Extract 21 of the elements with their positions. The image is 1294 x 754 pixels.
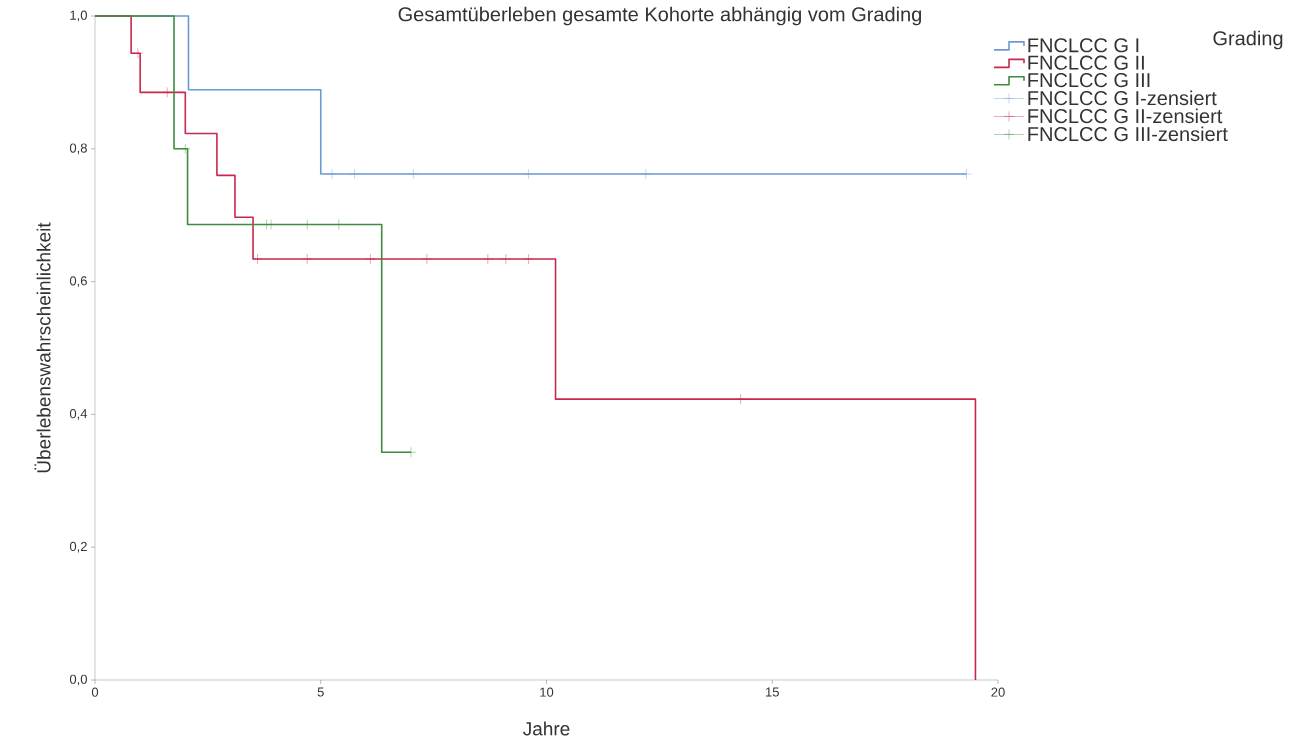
x-tick-label: 15: [766, 687, 779, 697]
x-tick-label: 0: [91, 687, 99, 697]
y-tick-label: 0,8: [69, 143, 87, 155]
x-tick-label: 10: [540, 687, 554, 697]
x-tick-label: 20: [991, 687, 1005, 697]
legend-label: FNCLCC G III: [1028, 73, 1150, 88]
x-axis-title: Jahre: [523, 721, 570, 736]
legend-label: FNCLCC G I: [1028, 38, 1139, 53]
legend-label: FNCLCC G I-zensiert: [1028, 90, 1217, 106]
legend-label: FNCLCC G II-zensiert: [1028, 108, 1223, 124]
x-tick-label: 5: [317, 687, 324, 697]
y-tick-label: 0,4: [69, 409, 88, 420]
legend-label: FNCLCC G III-zensiert: [1028, 126, 1228, 142]
y-tick-label: 0,6: [69, 276, 87, 287]
legend-label: FNCLCC G II: [1028, 55, 1144, 70]
y-tick-label: 0,0: [69, 674, 87, 686]
y-tick-label: 1,0: [70, 10, 87, 22]
legend-title: Grading: [1213, 30, 1283, 50]
chart-title: Gesamtüberleben gesamte Kohorte abhängig vom Grading: [398, 6, 922, 26]
y-tick-label: 0,2: [69, 541, 87, 553]
y-axis-title: Überlebenswahrscheinlichkeit: [34, 222, 51, 473]
